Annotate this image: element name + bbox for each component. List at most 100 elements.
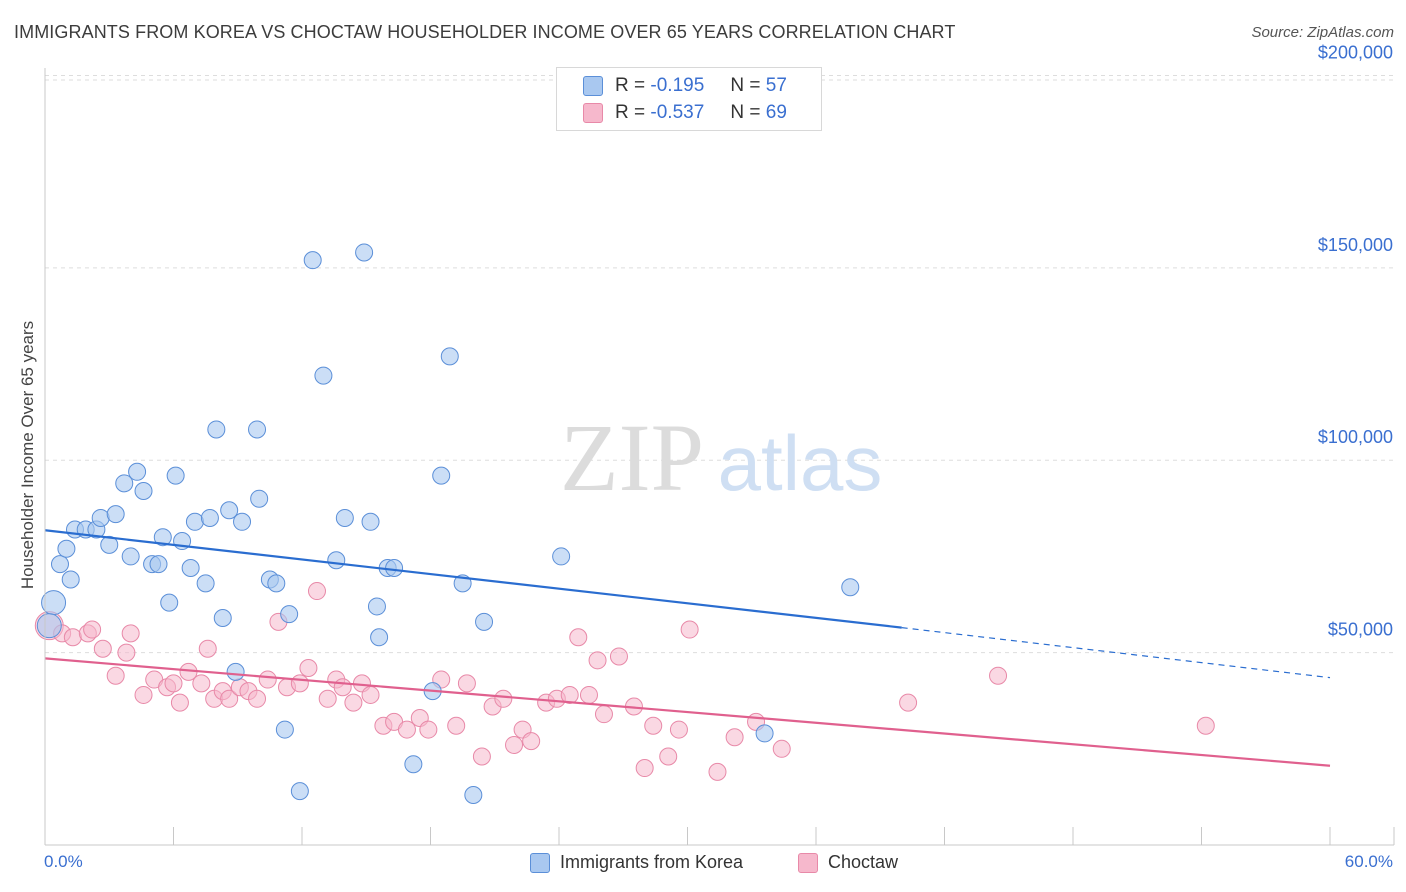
korea-point <box>134 482 153 501</box>
choctaw-point <box>725 728 744 747</box>
bottom-legend-label-choctaw: Choctaw <box>828 852 899 872</box>
korea-point <box>61 570 80 589</box>
choctaw-point <box>594 705 613 724</box>
choctaw-point <box>258 670 277 689</box>
korea-point <box>106 505 125 524</box>
choctaw-point <box>635 759 654 778</box>
korea-point <box>50 555 69 574</box>
korea-point <box>275 720 294 739</box>
korea-point <box>361 512 380 531</box>
legend-korea-r-value: -0.195 <box>650 75 705 96</box>
watermark: ZIP atlas <box>560 404 882 511</box>
korea-point <box>335 508 354 527</box>
korea-point <box>841 578 860 597</box>
korea-point <box>475 612 494 631</box>
korea-trend-extension <box>901 627 1331 679</box>
choctaw-point <box>447 716 466 735</box>
korea-point <box>185 512 204 531</box>
choctaw-point <box>419 720 438 739</box>
choctaw-point <box>117 643 136 662</box>
choctaw-point <box>899 693 918 712</box>
korea-point <box>181 558 200 577</box>
korea-point <box>755 724 774 743</box>
korea-trend-line <box>44 529 902 629</box>
korea-point <box>290 782 309 801</box>
korea-points <box>36 243 860 804</box>
choctaw-point <box>680 620 699 639</box>
choctaw-point <box>307 582 326 601</box>
choctaw-point <box>83 620 102 639</box>
legend-choctaw-r-label: R = <box>615 102 646 123</box>
choctaw-point <box>134 685 153 704</box>
korea-point <box>432 466 451 485</box>
korea-point <box>280 605 299 624</box>
y-tick-label: $200,000 <box>1318 42 1393 62</box>
choctaw-point <box>505 735 524 754</box>
choctaw-points <box>34 582 1215 781</box>
choctaw-point <box>472 747 491 766</box>
korea-point <box>367 597 386 616</box>
bottom-legend-swatch-korea <box>530 852 550 873</box>
chart-title: IMMIGRANTS FROM KOREA VS CHOCTAW HOUSEHO… <box>14 22 956 42</box>
choctaw-point <box>299 659 318 678</box>
choctaw-point <box>1196 716 1215 735</box>
legend-row-choctaw: R = -0.537 N = 69 <box>583 100 787 126</box>
bottom-legend-swatch-choctaw <box>798 852 818 873</box>
choctaw-point <box>164 674 183 693</box>
korea-point <box>115 474 134 493</box>
bottom-legend-korea: Immigrants from Korea <box>530 852 743 873</box>
korea-point <box>91 508 110 527</box>
legend-korea-r-label: R = <box>615 75 646 96</box>
legend-choctaw-n-label: N = <box>730 102 761 123</box>
choctaw-point <box>457 674 476 693</box>
watermark-zip: ZIP <box>560 404 704 511</box>
choctaw-point <box>290 674 309 693</box>
choctaw-point <box>669 720 688 739</box>
choctaw-point <box>397 720 416 739</box>
choctaw-point <box>198 639 217 658</box>
choctaw-point <box>494 689 513 708</box>
choctaw-point <box>659 747 678 766</box>
choctaw-point <box>609 647 628 666</box>
choctaw-point <box>333 678 352 697</box>
choctaw-point <box>121 624 140 643</box>
choctaw-point <box>361 685 380 704</box>
bottom-legend-label-korea: Immigrants from Korea <box>560 852 744 872</box>
korea-point <box>220 501 239 520</box>
y-tick-label: $100,000 <box>1318 427 1393 447</box>
korea-point <box>153 528 172 547</box>
choctaw-point <box>989 666 1008 685</box>
legend-choctaw-n-value: 69 <box>765 102 787 123</box>
korea-point <box>370 628 389 647</box>
legend-swatch-choctaw <box>583 103 603 123</box>
choctaw-point <box>318 689 337 708</box>
watermark-atlas: atlas <box>718 419 883 507</box>
korea-point <box>100 535 119 554</box>
axis-layer: $50,000 $100,000 $150,000 $200,000 <box>44 42 1395 846</box>
y-tick-label: $50,000 <box>1328 620 1393 640</box>
korea-point <box>248 420 267 439</box>
legend-korea-n-value: 57 <box>765 75 787 96</box>
korea-point <box>121 547 140 566</box>
legend-korea-n-label: N = <box>730 75 761 96</box>
korea-point <box>440 347 459 366</box>
choctaw-point <box>170 693 189 712</box>
korea-point <box>233 512 252 531</box>
korea-point <box>250 489 269 508</box>
korea-point <box>327 551 346 570</box>
source-label: Source: ZipAtlas.com <box>1251 24 1394 41</box>
korea-point <box>207 420 226 439</box>
korea-point <box>552 547 571 566</box>
korea-point <box>57 539 76 558</box>
choctaw-point <box>106 666 125 685</box>
korea-point <box>213 608 232 627</box>
bottom-legend-choctaw: Choctaw <box>798 852 898 873</box>
choctaw-point <box>220 689 239 708</box>
korea-point <box>355 243 374 262</box>
choctaw-point <box>248 689 267 708</box>
choctaw-point <box>522 732 541 751</box>
grid-layer <box>45 74 1394 654</box>
choctaw-point <box>588 651 607 670</box>
korea-point <box>464 785 483 804</box>
korea-point <box>267 574 286 593</box>
